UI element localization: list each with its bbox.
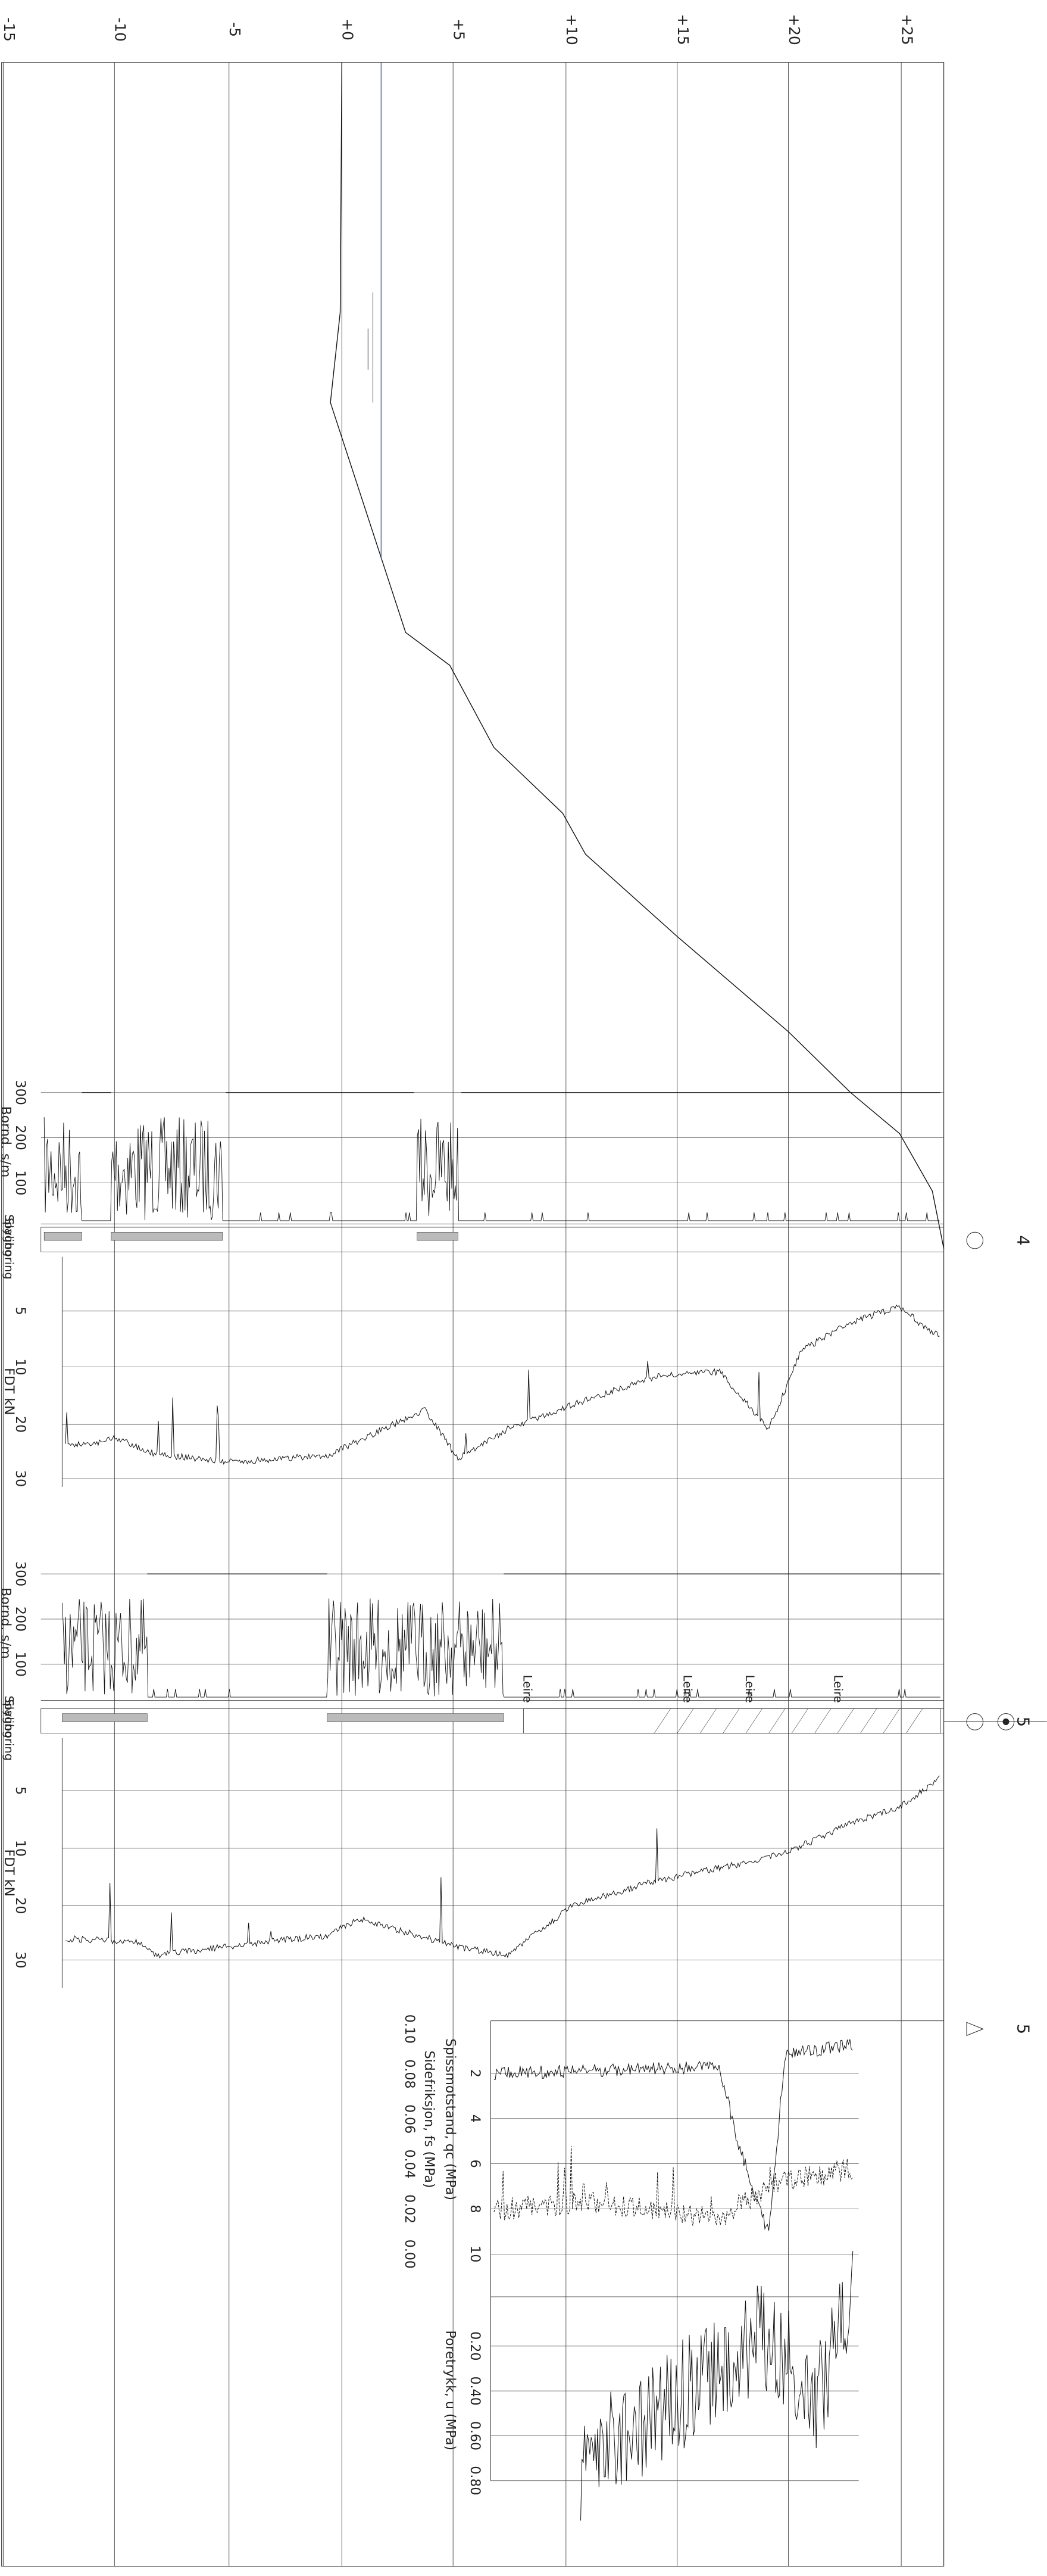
tick-label: 10 xyxy=(467,2246,482,2262)
elevation-label: +5 xyxy=(450,18,467,40)
tick-label: 8 xyxy=(467,2204,482,2213)
hatch xyxy=(677,1708,693,1733)
tick-label: 100 xyxy=(12,1170,27,1195)
penetration-trace xyxy=(44,1117,939,1221)
elevation-label: -10 xyxy=(112,17,129,42)
elevation-label: +0 xyxy=(339,18,357,40)
tick-label: 0.00 xyxy=(402,2240,417,2269)
hatch xyxy=(723,1708,739,1733)
legend-label: Spyling xyxy=(2,1214,15,1256)
hatch xyxy=(746,1708,762,1733)
boring-bar xyxy=(417,1232,458,1240)
tick-label: 4 xyxy=(467,2115,482,2123)
elevation-label: +10 xyxy=(563,14,580,45)
panel-title: Bornd. s/m xyxy=(0,1106,12,1178)
tick-label: 0.10 xyxy=(402,2014,417,2044)
tick-label: 200 xyxy=(12,1125,27,1150)
hatch xyxy=(883,1708,899,1733)
panel-title: Bornd. s/m xyxy=(0,1588,12,1659)
tick-label: 5 xyxy=(12,1307,27,1315)
tick-label: 20 xyxy=(12,1416,27,1433)
tick-label: 0.08 xyxy=(402,2059,417,2088)
borehole-label: 4 xyxy=(1014,1235,1033,1246)
tick-label: 100 xyxy=(12,1652,27,1677)
tick-label: 5 xyxy=(12,1786,27,1795)
dt-trace xyxy=(65,1776,940,1958)
strip xyxy=(41,1708,944,1733)
hatch xyxy=(792,1708,808,1733)
boring-bar xyxy=(44,1232,82,1240)
axis-title: Sidefriksjon, fs (MPa) xyxy=(421,2051,436,2188)
qc-trace xyxy=(494,2039,852,2231)
soil-label: Leire xyxy=(520,1675,534,1703)
soil-label: Leire xyxy=(681,1675,695,1703)
elevation-label: +25 xyxy=(898,14,915,45)
tick-label: 0.40 xyxy=(467,2377,482,2406)
boring-bar xyxy=(62,1714,147,1722)
tick-label: 0.04 xyxy=(402,2150,417,2179)
tick-label: 0.60 xyxy=(467,2421,482,2450)
hatch xyxy=(860,1708,876,1733)
legend-label: Spyling xyxy=(2,1696,15,1738)
hatch xyxy=(906,1708,922,1733)
elevation-label: +20 xyxy=(786,14,803,45)
elevation-label: -5 xyxy=(226,22,243,37)
drawing: -15 -10 -5 +0 +5 +10 +15 +20 +25300200100Bornd. … xyxy=(0,14,1047,2566)
borehole-symbol xyxy=(967,2022,983,2035)
tick-label: 0.20 xyxy=(467,2331,482,2360)
tick-label: 2 xyxy=(467,2069,482,2078)
penetration-trace xyxy=(62,1599,940,1698)
tick-label: 0.80 xyxy=(467,2466,482,2495)
tick-label: 10 xyxy=(12,1358,27,1375)
frame xyxy=(2,63,944,2566)
tick-label: 300 xyxy=(12,1561,27,1586)
elevation-label: -15 xyxy=(1,17,18,42)
hatch xyxy=(815,1708,831,1733)
soil-strip xyxy=(523,1708,940,1733)
axis-title: Poretrykk, u (MPa) xyxy=(443,2331,458,2451)
dt-trace xyxy=(65,1305,940,1464)
borehole-label: 5 xyxy=(1014,2024,1033,2035)
panel-title: FDT kN xyxy=(1,1850,16,1897)
hatch xyxy=(769,1708,785,1733)
tick-label: 6 xyxy=(467,2160,482,2168)
soil-label: Leire xyxy=(831,1675,845,1703)
hatch xyxy=(654,1708,670,1733)
tick-label: 30 xyxy=(12,1470,27,1487)
tick-label: 200 xyxy=(12,1607,27,1632)
soil-label: Leire xyxy=(743,1675,757,1703)
tick-label: 0.06 xyxy=(402,2104,417,2134)
tick-label: 0.02 xyxy=(402,2194,417,2223)
boring-bar xyxy=(111,1232,223,1240)
strip xyxy=(41,1227,944,1252)
legend-label: Slagboring xyxy=(2,1699,15,1761)
legend-label: Slagboring xyxy=(2,1218,15,1280)
borehole-symbol xyxy=(967,1232,983,1249)
tick-label: 10 xyxy=(12,1840,27,1857)
u-trace xyxy=(581,2251,853,2521)
tick-label: 30 xyxy=(12,1951,27,1968)
terrain-line xyxy=(330,63,944,1249)
hatch xyxy=(700,1708,716,1733)
elevation-label: +15 xyxy=(674,14,692,45)
fs-trace xyxy=(494,2146,852,2226)
tick-label: 300 xyxy=(12,1080,27,1105)
axis-title: Spissmotstand, qc (MPa) xyxy=(443,2038,458,2200)
boring-bar xyxy=(327,1714,504,1722)
tick-label: 20 xyxy=(12,1897,27,1914)
hatch xyxy=(837,1708,854,1733)
panel-title: FDT kN xyxy=(1,1368,16,1415)
